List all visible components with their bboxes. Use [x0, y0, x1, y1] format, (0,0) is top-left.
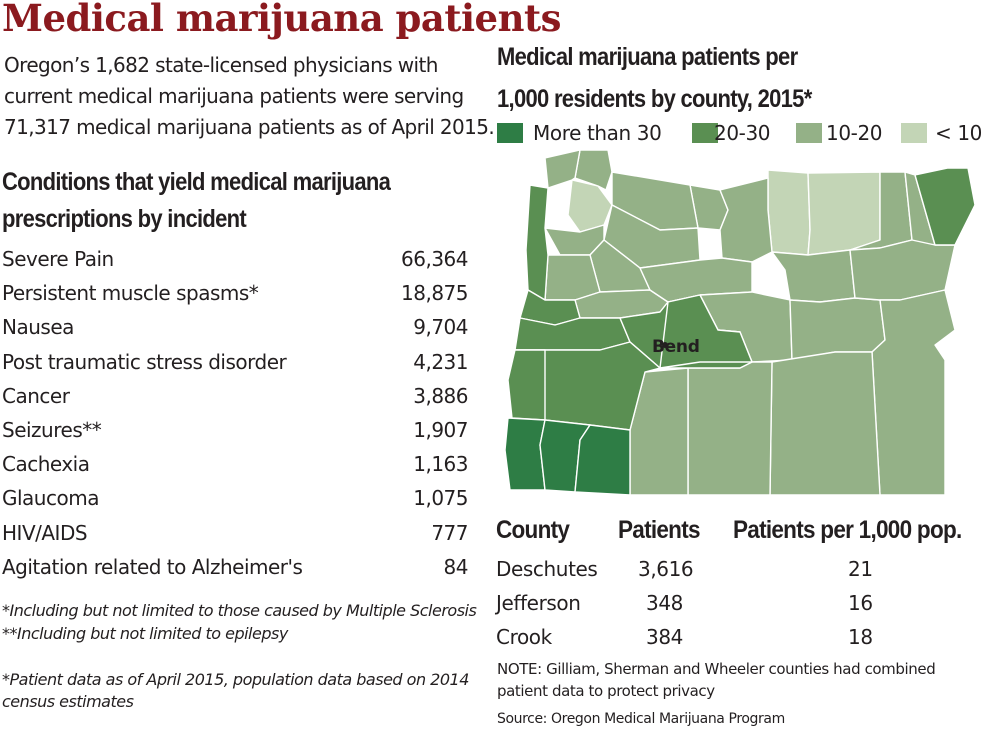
condition-row: Severe Pain 66,364	[0, 242, 470, 276]
note-line: NOTE: Gilliam, Sherman and Wheeler count…	[497, 660, 936, 678]
bend-city-marker	[662, 342, 668, 348]
condition-row: Nausea 9,704	[0, 310, 470, 344]
county-clatsop	[544, 149, 581, 189]
county-wasco	[719, 177, 773, 263]
map-heading: Medical marijuana patients per 1,000 res…	[497, 36, 812, 120]
condition-count: 1,163	[413, 452, 468, 477]
county-header: County	[496, 516, 570, 544]
condition-row: Seizures** 1,907	[0, 413, 470, 447]
county-row: Jefferson 348 16	[496, 586, 996, 620]
condition-row: Persistent muscle spasms* 18,875	[0, 276, 470, 310]
condition-count: 4,231	[413, 349, 468, 374]
conditions-heading-line: prescriptions by incident	[2, 205, 247, 233]
condition-row: Agitation related to Alzheimer's 84	[0, 550, 470, 584]
legend-swatch	[692, 123, 718, 143]
intro-line: Oregon’s 1,682 state-licensed physicians…	[4, 53, 438, 77]
condition-name: Severe Pain	[2, 247, 114, 271]
legend-swatch	[796, 123, 822, 143]
condition-count: 9,704	[413, 315, 468, 340]
county-name: Jefferson	[496, 591, 581, 615]
county-polk	[544, 254, 601, 301]
condition-count: 1,075	[413, 486, 468, 511]
rate-header: Patients per 1,000 pop.	[733, 516, 962, 544]
conditions-heading-line: Conditions that yield medical marijuana	[2, 168, 391, 196]
footnote-muscle-spasms: *Including but not limited to those caus…	[2, 601, 477, 620]
county-patients: 384	[646, 625, 683, 649]
page-title: Medical marijuana patients	[2, 0, 561, 40]
condition-name: Cachexia	[2, 452, 90, 477]
map-heading-line: Medical marijuana patients per	[497, 43, 798, 71]
condition-name: Persistent muscle spasms*	[2, 281, 259, 306]
footnote-data-dates: *Patient data as of April 2015, populati…	[2, 669, 469, 713]
condition-name: Agitation related to Alzheimer's	[2, 554, 303, 579]
conditions-table: Severe Pain 66,364 Persistent muscle spas…	[0, 242, 470, 584]
condition-name: HIV/AIDS	[2, 520, 88, 545]
condition-count: 18,875	[401, 281, 468, 306]
county-malheur	[871, 289, 956, 496]
condition-count: 3,886	[413, 383, 468, 408]
footnote-line: census estimates	[2, 692, 134, 711]
county-rate: 18	[848, 625, 873, 649]
county-patients: 348	[646, 591, 683, 615]
county-name: Crook	[496, 625, 552, 649]
condition-row: Glaucoma 1,075	[0, 481, 470, 515]
county-tillamook	[525, 184, 549, 301]
condition-row: Cancer 3,886	[0, 379, 470, 413]
condition-count: 84	[443, 554, 469, 579]
county-jackson	[574, 424, 631, 496]
condition-name: Cancer	[2, 383, 70, 408]
condition-count: 777	[431, 520, 468, 545]
county-row: Crook 384 18	[496, 620, 996, 654]
condition-name: Seizures**	[2, 417, 102, 442]
legend-swatch	[497, 123, 523, 143]
condition-count: 66,364	[401, 247, 468, 271]
source-credit: Source: Oregon Medical Marijuana Program	[497, 711, 785, 727]
condition-name: Glaucoma	[2, 486, 99, 511]
legend-label: 20-30	[714, 121, 771, 145]
note-line: patient data to protect privacy	[497, 682, 715, 700]
legend-swatch	[901, 123, 927, 143]
footnote-line: *Patient data as of April 2015, populati…	[2, 670, 469, 689]
county-benton	[514, 317, 631, 351]
county-wallowa	[914, 167, 976, 246]
legend-label: More than 30	[533, 121, 662, 145]
county-coos	[507, 349, 546, 421]
county-sherman	[767, 169, 811, 256]
county-grant	[789, 297, 886, 361]
footnote-seizures: **Including but not limited to epilepsy	[2, 624, 288, 643]
county-deschutes	[659, 294, 753, 369]
county-gilliam	[807, 171, 881, 256]
privacy-note: NOTE: Gilliam, Sherman and Wheeler count…	[497, 658, 936, 702]
legend-label: < 10	[935, 121, 982, 145]
map-legend: More than 30 20-30 10-20 < 10	[497, 120, 997, 146]
condition-row: HIV/AIDS 777	[0, 516, 470, 550]
county-lake	[687, 361, 773, 496]
county-patients: 3,616	[638, 557, 694, 581]
county-wheeler	[771, 249, 856, 303]
conditions-heading: Conditions that yield medical marijuana …	[2, 164, 391, 238]
intro-line: 71,317 medical marijuana patients as of …	[4, 115, 495, 139]
county-rate: 16	[848, 591, 873, 615]
county-rate: 21	[848, 557, 873, 581]
bend-city-label: Bend	[652, 337, 700, 357]
condition-row: Post traumatic stress disorder 4,231	[0, 345, 470, 379]
legend-label: 10-20	[826, 121, 883, 145]
intro-line: current medical marijuana patients were …	[4, 84, 464, 108]
patients-header: Patients	[618, 516, 700, 544]
oregon-county-map	[504, 149, 976, 496]
condition-name: Nausea	[2, 315, 74, 340]
county-name: Deschutes	[496, 557, 598, 581]
county-curry	[504, 417, 546, 491]
condition-count: 1,907	[413, 417, 468, 442]
map-heading-line: 1,000 residents by county, 2015*	[497, 85, 812, 113]
county-row: Deschutes 3,616 21	[496, 552, 996, 586]
county-harney	[769, 351, 881, 496]
intro-paragraph: Oregon’s 1,682 state-licensed physicians…	[4, 50, 504, 143]
condition-row: Cachexia 1,163	[0, 447, 470, 481]
condition-name: Post traumatic stress disorder	[2, 349, 287, 374]
